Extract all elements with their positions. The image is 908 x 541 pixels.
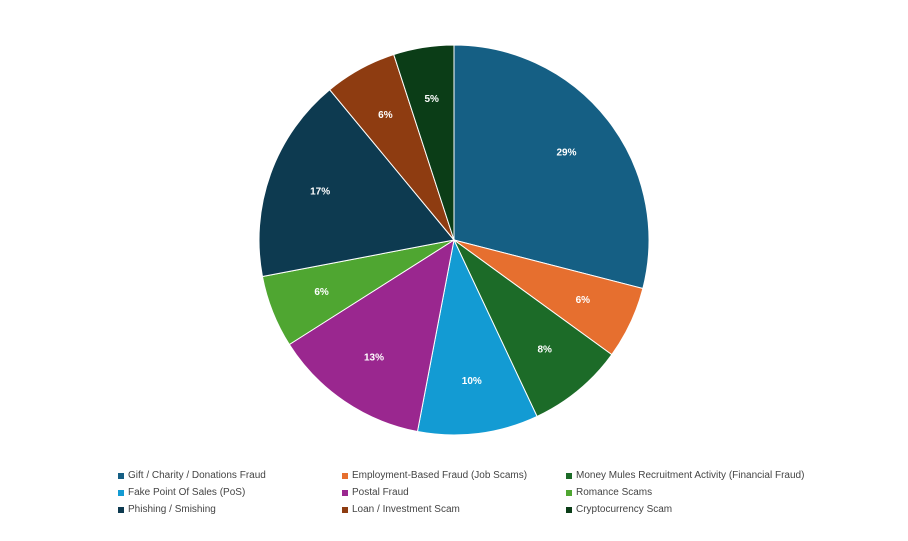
legend-item: Romance Scams [566, 486, 838, 500]
pie-slice [288, 238, 455, 433]
slice-data-label: 6% [576, 295, 591, 306]
slice-data-label: 8% [537, 344, 552, 355]
legend-swatch [566, 507, 572, 513]
legend-item: Fake Point Of Sales (PoS) [118, 486, 342, 500]
legend-swatch [118, 507, 124, 513]
legend-label: Employment-Based Fraud (Job Scams) [352, 470, 528, 481]
legend-label: Money Mules Recruitment Activity (Financ… [576, 470, 805, 481]
legend-item: Loan / Investment Scam [342, 503, 566, 517]
pie-chart-svg: 29% 6% 8% 10% 13% 6% 17% 6% 5% [258, 44, 650, 436]
legend-item: Employment-Based Fraud (Job Scams) [342, 469, 566, 483]
pie-slice [453, 239, 613, 418]
legend-item: Money Mules Recruitment Activity (Financ… [566, 469, 838, 483]
legend-item: Gift / Charity / Donations Fraud [118, 469, 342, 483]
legend-item: Postal Fraud [342, 486, 566, 500]
legend-swatch [118, 473, 124, 479]
slice-data-label: 5% [424, 94, 439, 105]
legend-label: Phishing / Smishing [128, 504, 216, 515]
legend-label: Fake Point Of Sales (PoS) [128, 487, 246, 498]
pie-slice [416, 238, 538, 436]
slice-data-label: 10% [462, 376, 482, 387]
slice-data-label: 13% [364, 352, 384, 363]
slice-data-label: 6% [314, 287, 329, 298]
legend-label: Postal Fraud [352, 487, 409, 498]
legend-swatch [342, 473, 348, 479]
pie-slice [393, 44, 455, 241]
pie-slice [258, 89, 455, 278]
slice-data-label: 17% [310, 186, 330, 197]
legend-label: Loan / Investment Scam [352, 504, 460, 515]
legend-label: Gift / Charity / Donations Fraud [128, 470, 266, 481]
chart-legend: Gift / Charity / Donations Fraud Employm… [118, 469, 838, 517]
legend-label: Cryptocurrency Scam [576, 504, 673, 515]
slice-data-label: 29% [556, 147, 576, 158]
pie-slice [453, 44, 650, 290]
legend-swatch [566, 473, 572, 479]
legend-swatch [118, 490, 124, 496]
legend-swatch [342, 507, 348, 513]
legend-swatch [342, 490, 348, 496]
legend-item: Phishing / Smishing [118, 503, 342, 517]
legend-label: Romance Scams [576, 487, 653, 498]
slice-data-label: 6% [378, 110, 393, 121]
legend-swatch [566, 490, 572, 496]
legend-item: Cryptocurrency Scam [566, 503, 838, 517]
